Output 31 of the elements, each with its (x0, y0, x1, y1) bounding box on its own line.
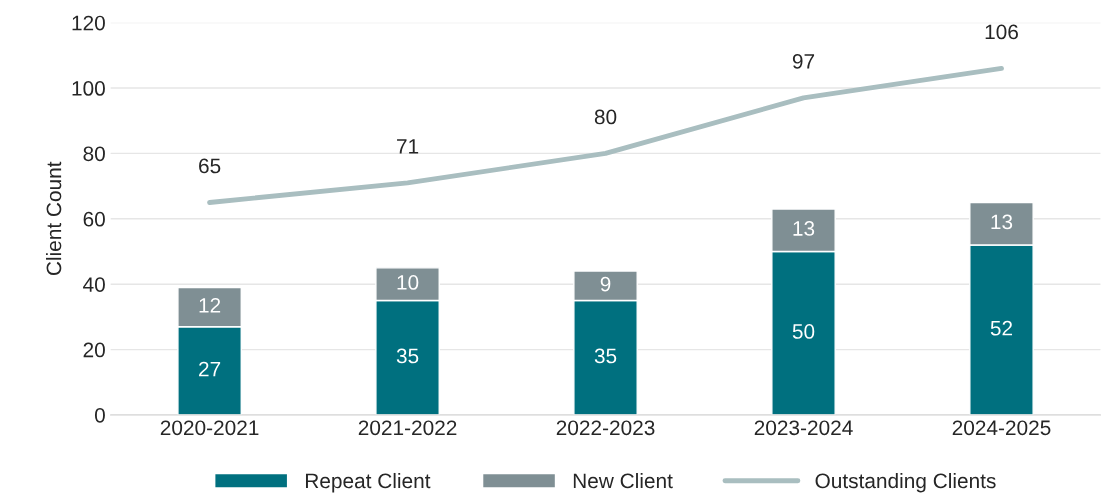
data-label: 106 (985, 24, 1018, 40)
data-label: 52 (990, 320, 1013, 336)
y-tick-label: 100 (72, 81, 105, 96)
data-label: 27 (199, 361, 221, 377)
data-label: 50 (792, 324, 815, 339)
data-label: 65 (199, 158, 221, 174)
data-label: 35 (396, 348, 419, 364)
data-label: 9 (600, 276, 611, 292)
data-label: 80 (594, 109, 617, 125)
y-tick-label: 60 (83, 211, 105, 227)
data-label: 97 (792, 53, 815, 69)
data-label: 71 (397, 139, 419, 154)
y-axis-title: Client Count (46, 161, 62, 276)
x-tick-label: 2022-2023 (556, 420, 655, 436)
y-tick-label: 0 (94, 407, 105, 423)
legend-label: Outstanding Clients (815, 472, 996, 493)
data-label: 35 (594, 348, 617, 364)
data-label: 10 (397, 275, 419, 290)
y-tick-label: 80 (83, 146, 105, 162)
legend-label: Repeat Client (305, 472, 431, 493)
x-tick-label: 2024-2025 (952, 420, 1051, 436)
x-tick-label: 2023-2024 (754, 420, 853, 436)
legend-label: New Client (573, 472, 673, 489)
y-tick-label: 20 (83, 342, 105, 358)
y-tick-label: 40 (83, 277, 105, 292)
x-tick-label: 2021-2022 (358, 420, 457, 436)
data-label: 13 (793, 221, 815, 236)
y-tick-label: 120 (72, 15, 105, 31)
data-label: 13 (991, 214, 1013, 230)
x-tick-label: 2020-2021 (160, 420, 259, 436)
data-label: 12 (199, 297, 221, 313)
